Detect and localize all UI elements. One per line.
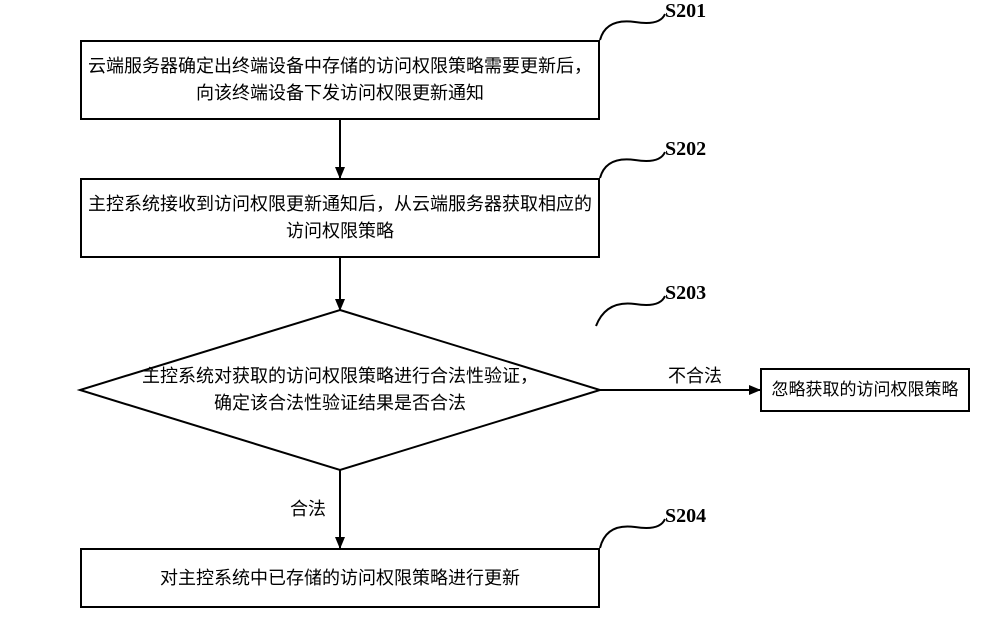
step-s204-text: 对主控系统中已存储的访问权限策略进行更新 (160, 565, 520, 592)
step-s202-box: 主控系统接收到访问权限更新通知后，从云端服务器获取相应的访问权限策略 (80, 178, 600, 258)
step-s202-text: 主控系统接收到访问权限更新通知后，从云端服务器获取相应的访问权限策略 (82, 191, 598, 245)
step-s201-box: 云端服务器确定出终端设备中存储的访问权限策略需要更新后，向该终端设备下发访问权限… (80, 40, 600, 120)
step-s204-label: S204 (665, 505, 706, 528)
ignore-box: 忽略获取的访问权限策略 (760, 368, 970, 412)
step-s202-label: S202 (665, 138, 706, 161)
edge-label-legal: 合法 (290, 495, 326, 521)
step-s203-text: 主控系统对获取的访问权限策略进行合法性验证，确定该合法性验证结果是否合法 (140, 363, 540, 417)
step-s204-box: 对主控系统中已存储的访问权限策略进行更新 (80, 548, 600, 608)
edge-label-illegal: 不合法 (668, 362, 722, 388)
step-s203-textwrap: 主控系统对获取的访问权限策略进行合法性验证，确定该合法性验证结果是否合法 (140, 350, 540, 430)
step-s203-label: S203 (665, 282, 706, 305)
ignore-text: 忽略获取的访问权限策略 (772, 377, 959, 403)
step-s201-label: S201 (665, 0, 706, 23)
step-s201-text: 云端服务器确定出终端设备中存储的访问权限策略需要更新后，向该终端设备下发访问权限… (82, 53, 598, 107)
